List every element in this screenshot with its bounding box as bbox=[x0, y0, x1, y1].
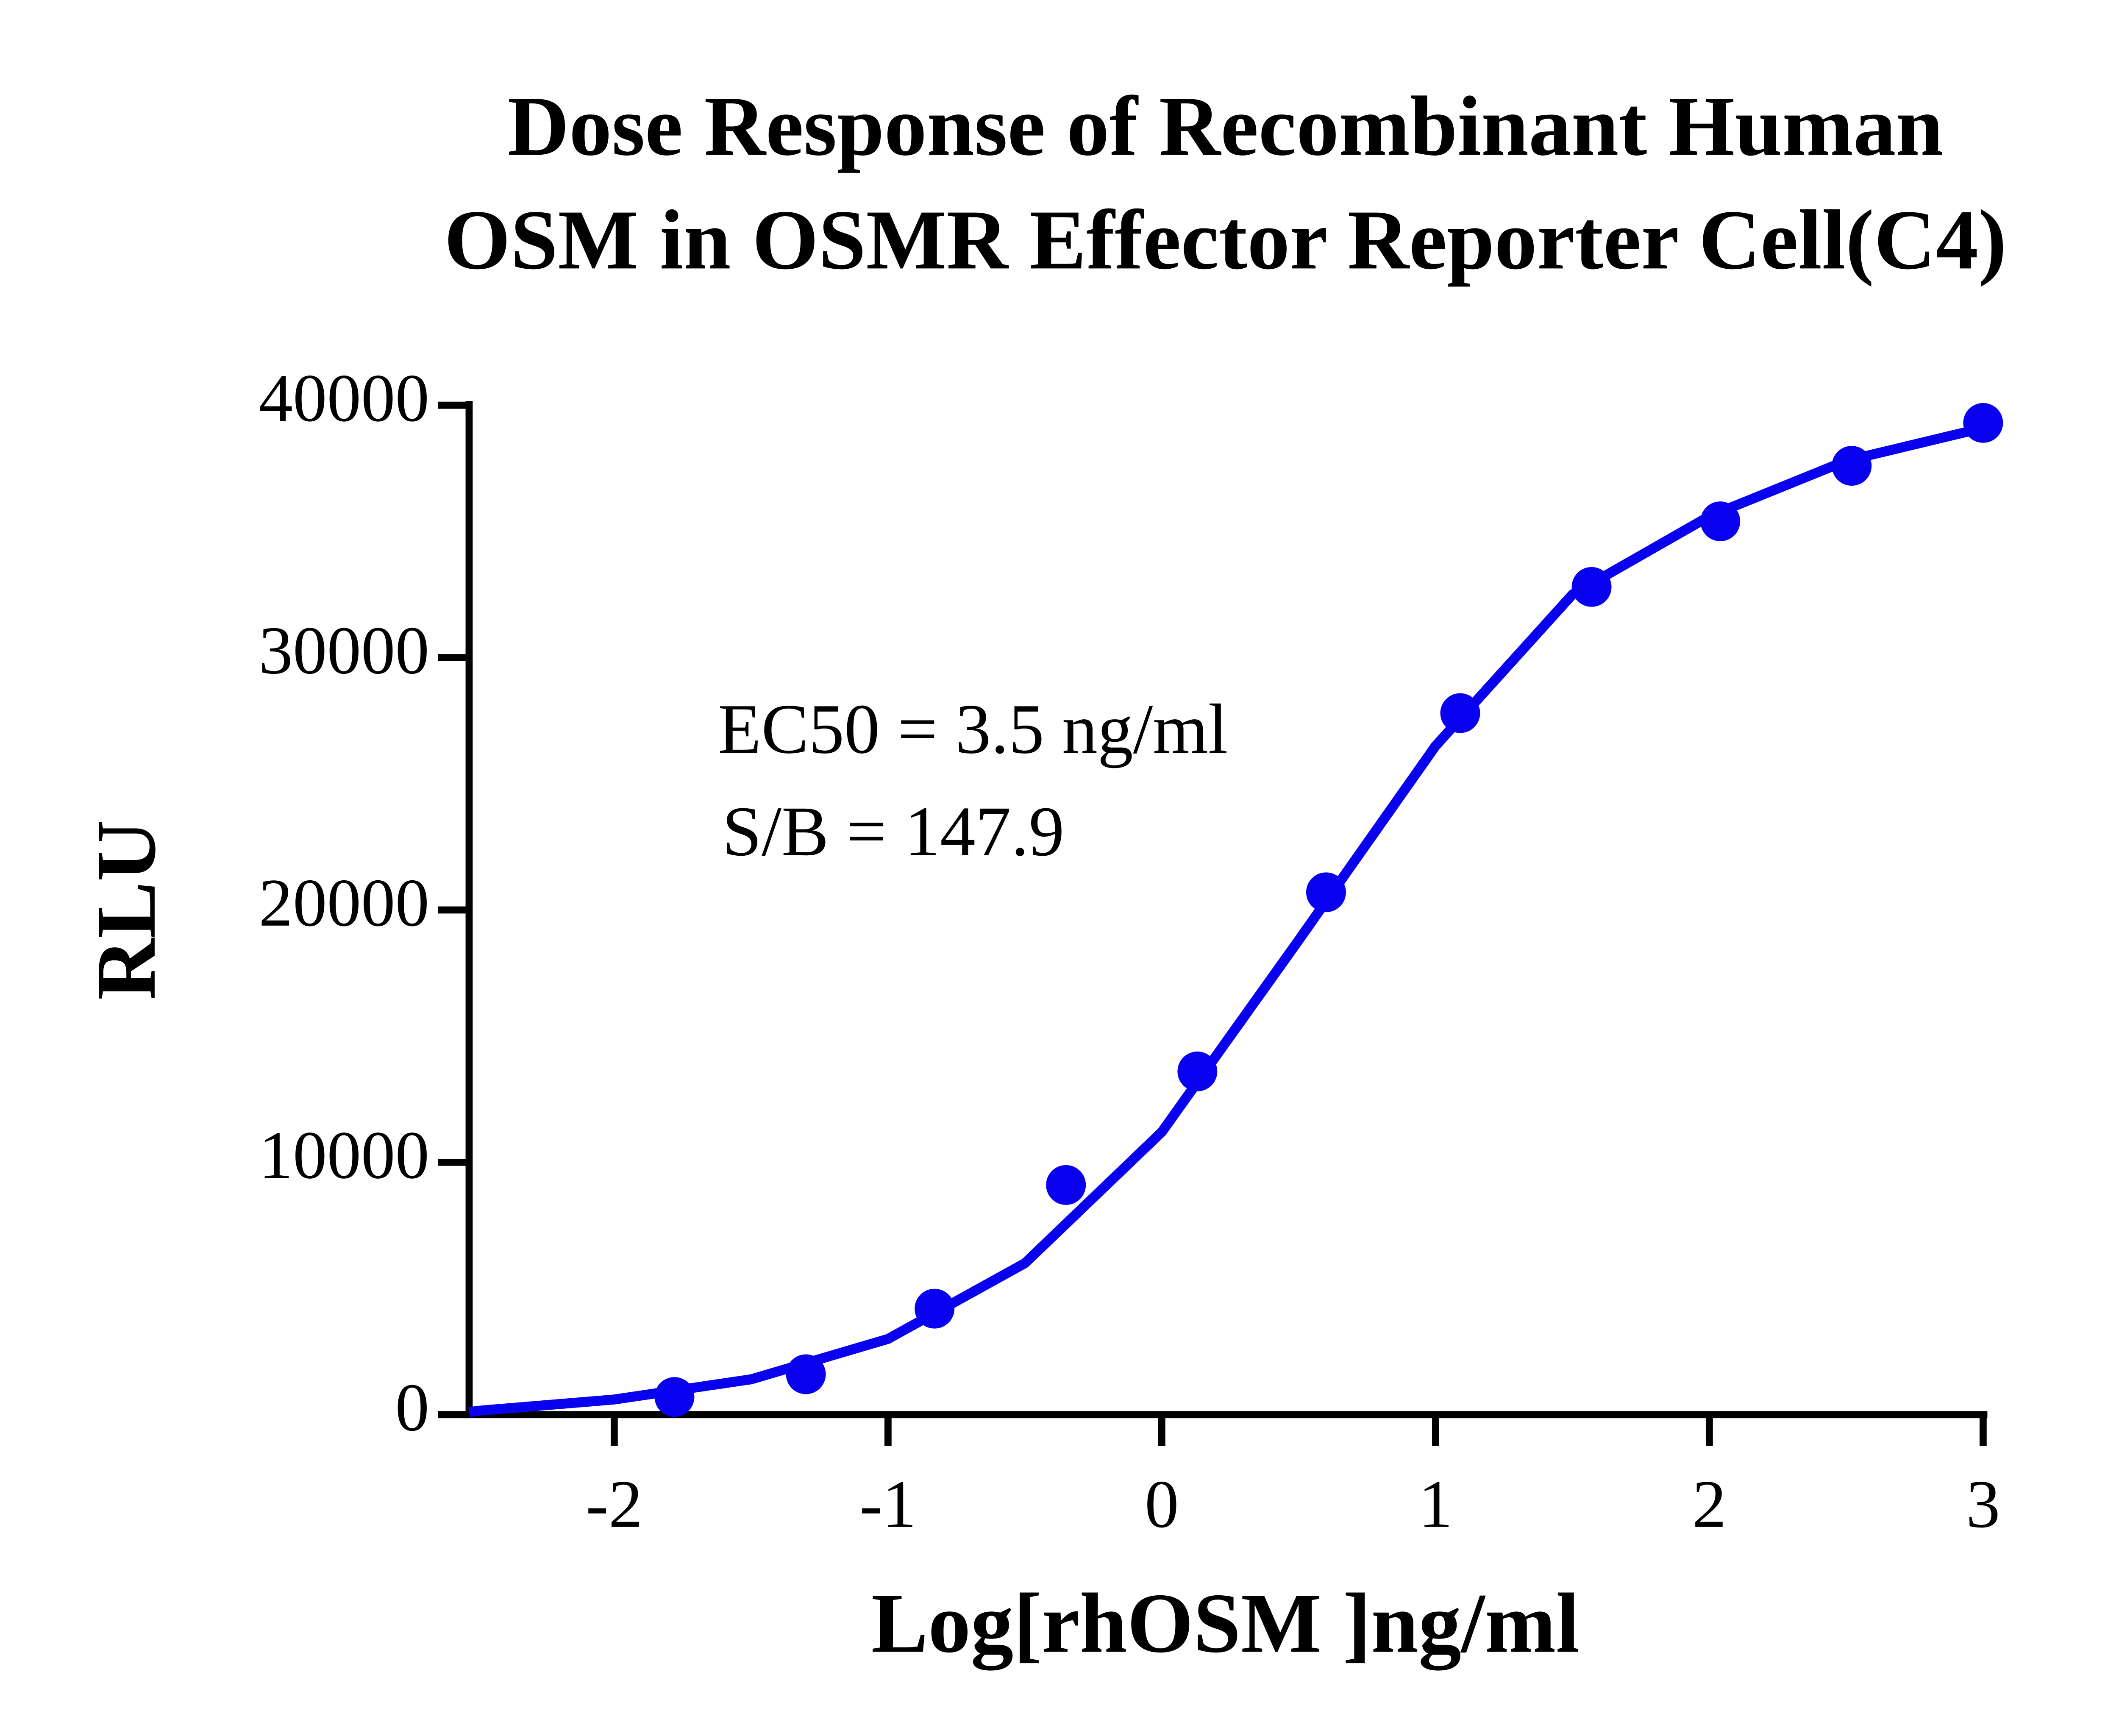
x-tick-label: -1 bbox=[859, 1466, 916, 1542]
data-point bbox=[1963, 403, 2003, 443]
chart-title: Dose Response of Recombinant Human bbox=[508, 79, 1944, 173]
x-tick-label: 3 bbox=[1966, 1466, 2000, 1542]
x-tick-label: -2 bbox=[586, 1466, 642, 1542]
y-axis-label: RLU bbox=[79, 820, 173, 1000]
y-tick-label: 20000 bbox=[259, 865, 430, 940]
annotation: S/B = 147.9 bbox=[722, 793, 1064, 871]
fit-curve bbox=[468, 423, 1985, 1417]
x-axis-label: Log[rhOSM ]ng/ml bbox=[871, 1576, 1580, 1670]
y-tick-label: 30000 bbox=[259, 613, 430, 688]
chart-title: OSM in OSMR Effector Reporter Cell(C4) bbox=[444, 192, 2007, 287]
x-tick-label: 1 bbox=[1418, 1466, 1453, 1542]
x-tick-label: 0 bbox=[1145, 1466, 1179, 1542]
y-tick-label: 0 bbox=[395, 1370, 430, 1445]
y-tick-label: 10000 bbox=[259, 1117, 430, 1193]
y-tick-label: 40000 bbox=[259, 360, 430, 436]
x-tick-label: 2 bbox=[1692, 1466, 1727, 1542]
annotation: EC50 = 3.5 ng/ml bbox=[718, 690, 1228, 768]
data-point bbox=[1046, 1165, 1086, 1205]
